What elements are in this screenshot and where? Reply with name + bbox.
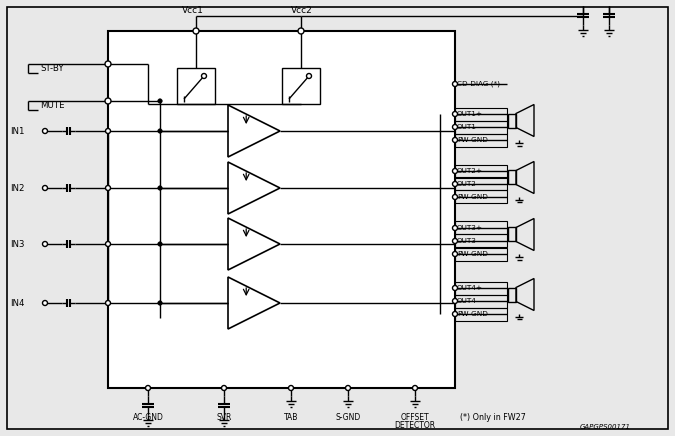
Bar xyxy=(455,177,507,191)
Text: OUT4+: OUT4+ xyxy=(457,285,483,291)
Circle shape xyxy=(452,137,458,143)
Text: OUT3-: OUT3- xyxy=(457,238,479,244)
Bar xyxy=(455,307,507,320)
Text: Vcc1: Vcc1 xyxy=(182,6,204,14)
Bar xyxy=(455,221,507,235)
Bar xyxy=(455,235,507,248)
Text: OUT4-: OUT4- xyxy=(457,298,479,304)
Circle shape xyxy=(146,385,151,391)
Text: PW-GND: PW-GND xyxy=(457,251,488,257)
Bar xyxy=(455,294,507,307)
Circle shape xyxy=(452,168,458,174)
Bar xyxy=(282,68,320,104)
Circle shape xyxy=(452,299,458,303)
Circle shape xyxy=(158,186,162,190)
Circle shape xyxy=(452,286,458,290)
Circle shape xyxy=(105,300,111,306)
Text: Vcc2: Vcc2 xyxy=(291,6,313,14)
Bar xyxy=(508,113,516,127)
Circle shape xyxy=(158,129,162,133)
Circle shape xyxy=(158,99,162,103)
Circle shape xyxy=(452,125,458,129)
Circle shape xyxy=(288,385,294,391)
Circle shape xyxy=(105,98,111,104)
Circle shape xyxy=(346,385,350,391)
Text: S-GND: S-GND xyxy=(335,413,360,422)
Circle shape xyxy=(105,129,111,133)
Bar xyxy=(508,170,516,184)
Circle shape xyxy=(306,74,311,78)
Circle shape xyxy=(452,238,458,243)
Circle shape xyxy=(43,300,47,306)
Bar xyxy=(508,228,516,242)
Bar xyxy=(455,108,507,120)
Text: IN1: IN1 xyxy=(10,126,24,136)
Bar xyxy=(455,191,507,204)
Text: PW-GND: PW-GND xyxy=(457,311,488,317)
Text: PW-GND: PW-GND xyxy=(457,137,488,143)
Circle shape xyxy=(43,185,47,191)
Text: OFFSET: OFFSET xyxy=(401,413,429,422)
Text: IN4: IN4 xyxy=(10,299,24,307)
Text: OUT2-: OUT2- xyxy=(457,181,479,187)
Text: SVR: SVR xyxy=(216,413,232,422)
Bar xyxy=(455,282,507,294)
Circle shape xyxy=(298,28,304,34)
Text: DETECTOR: DETECTOR xyxy=(394,422,435,430)
Text: ST-BY: ST-BY xyxy=(40,64,63,72)
Text: OUT1-: OUT1- xyxy=(457,124,479,130)
Circle shape xyxy=(105,185,111,191)
Text: IN3: IN3 xyxy=(10,239,24,249)
Bar xyxy=(177,68,215,104)
Circle shape xyxy=(158,242,162,246)
Text: AC-GND: AC-GND xyxy=(132,413,163,422)
Text: OUT3+: OUT3+ xyxy=(457,225,483,231)
Circle shape xyxy=(158,301,162,305)
Circle shape xyxy=(105,242,111,246)
Circle shape xyxy=(43,242,47,246)
Circle shape xyxy=(221,385,227,391)
Circle shape xyxy=(452,82,458,86)
Circle shape xyxy=(452,225,458,231)
Text: CD-DIAG (*): CD-DIAG (*) xyxy=(457,81,500,87)
Bar xyxy=(455,248,507,260)
Circle shape xyxy=(193,28,199,34)
Circle shape xyxy=(452,181,458,187)
Bar xyxy=(455,133,507,146)
Text: MUTE: MUTE xyxy=(40,101,65,109)
Bar xyxy=(508,287,516,302)
Circle shape xyxy=(105,61,111,67)
Bar xyxy=(455,120,507,133)
Circle shape xyxy=(43,129,47,133)
Circle shape xyxy=(452,112,458,116)
Text: PW-GND: PW-GND xyxy=(457,194,488,200)
Circle shape xyxy=(452,194,458,200)
Text: IN2: IN2 xyxy=(10,184,24,193)
Text: OUT1+: OUT1+ xyxy=(457,111,483,117)
Bar xyxy=(108,31,455,388)
Text: (*) Only in FW27: (*) Only in FW27 xyxy=(460,413,526,422)
Text: GAPGPS00171: GAPGPS00171 xyxy=(580,424,631,430)
Text: OUT2+: OUT2+ xyxy=(457,168,483,174)
Circle shape xyxy=(202,74,207,78)
Circle shape xyxy=(452,311,458,317)
Circle shape xyxy=(412,385,418,391)
Bar xyxy=(455,164,507,177)
Circle shape xyxy=(452,252,458,256)
Text: TAB: TAB xyxy=(284,413,298,422)
